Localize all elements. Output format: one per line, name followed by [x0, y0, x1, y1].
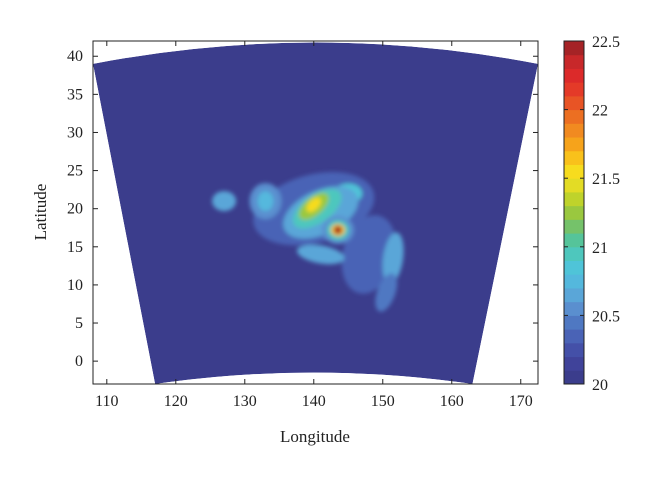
colorbar-swatch	[564, 54, 584, 69]
colorbar-swatch	[564, 205, 584, 220]
field-band	[257, 191, 274, 212]
y-tick-label: 25	[67, 163, 83, 180]
colorbar-tick-label: 21	[592, 240, 608, 257]
colorbar-swatch	[564, 301, 584, 316]
colorbar-swatch	[564, 178, 584, 193]
field-domain	[93, 42, 538, 384]
x-tick-label: 150	[371, 393, 395, 410]
field-features	[212, 172, 404, 312]
x-tick-label: 160	[440, 393, 464, 410]
colorbar-swatch	[564, 315, 584, 330]
field-core	[333, 226, 342, 235]
y-tick-label: 5	[75, 315, 83, 332]
colorbar-swatch	[564, 370, 584, 385]
y-axis: 0 5 10 15 20 25 30 35 40	[67, 48, 538, 370]
field-band	[341, 215, 397, 294]
colorbar-tick-label: 20	[592, 377, 608, 394]
field-band	[296, 244, 345, 265]
colorbar-tick-label: 22.5	[592, 34, 620, 51]
colorbar-swatch	[564, 329, 584, 344]
y-tick-label: 40	[67, 48, 83, 65]
y-tick-label: 15	[67, 239, 83, 256]
colorbar-swatch	[564, 191, 584, 207]
colorbar-swatch	[564, 150, 584, 165]
x-axis: 110 120 130 140 150 160 170	[95, 41, 533, 410]
colorbar-swatch	[564, 82, 584, 97]
colorbar-frame	[563, 40, 585, 385]
colorbar-swatch	[564, 246, 584, 262]
colorbar-swatch	[564, 233, 584, 248]
colorbar-swatch	[564, 95, 584, 111]
field-band	[382, 232, 404, 285]
colorbar-swatch	[564, 109, 584, 124]
colorbar-tick-label: 22	[592, 103, 608, 120]
colorbar-swatch	[564, 137, 584, 152]
y-tick-label: 0	[75, 353, 83, 370]
x-tick-label: 120	[164, 393, 188, 410]
colorbar-swatch	[564, 68, 584, 83]
y-axis-label: Latitude	[31, 184, 50, 241]
colorbar-swatch	[564, 287, 584, 303]
colorbar-swatch	[564, 274, 584, 289]
field-arc	[306, 197, 322, 213]
field-band	[212, 191, 237, 212]
colorbar-swatch	[564, 41, 584, 56]
colorbar-swatch	[564, 342, 584, 358]
y-tick-label: 35	[67, 86, 83, 103]
field-band	[375, 273, 398, 312]
x-tick-label: 110	[95, 393, 118, 410]
colorbar-tick-label: 20.5	[592, 308, 620, 325]
x-tick-label: 130	[233, 393, 257, 410]
y-tick-label: 20	[67, 201, 83, 218]
colorbar: 20 20.5 21 21.5 22 22.5	[563, 34, 620, 394]
plot-frame	[92, 40, 539, 385]
x-tick-label: 170	[509, 393, 533, 410]
colorbar-swatch	[564, 219, 584, 234]
colorbar-tick-label: 21.5	[592, 171, 620, 188]
colorbar-swatch	[564, 164, 584, 179]
y-tick-label: 30	[67, 124, 83, 141]
y-tick-label: 10	[67, 277, 83, 294]
colorbar-swatch	[564, 260, 584, 275]
colorbar-swatch	[564, 356, 584, 371]
colorbar-swatch	[564, 123, 584, 138]
x-axis-label: Longitude	[280, 427, 350, 446]
x-tick-label: 140	[302, 393, 326, 410]
